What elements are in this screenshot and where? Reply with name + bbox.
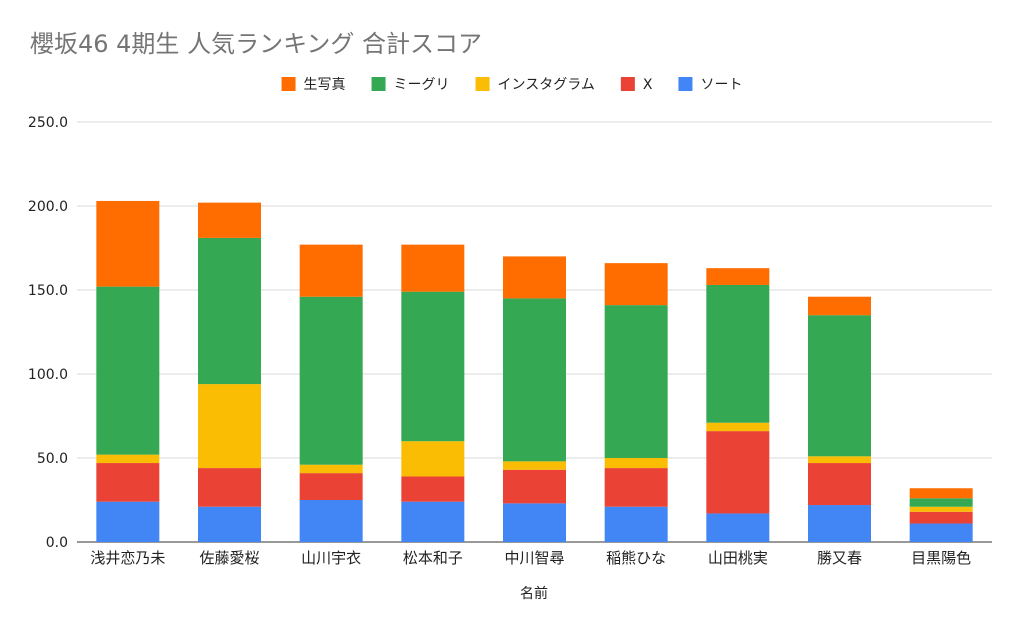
y-tick-label: 150.0 <box>28 283 68 299</box>
bar-segment <box>604 506 668 542</box>
bar-segment <box>706 422 770 432</box>
bar-stack <box>604 263 668 542</box>
bar-segment <box>198 506 261 542</box>
legend-label: X <box>643 77 653 93</box>
legend-swatch <box>371 77 386 91</box>
bar-segment <box>299 500 363 542</box>
bar-segment <box>706 513 770 542</box>
bar-segment <box>503 298 566 462</box>
bar-segment <box>909 511 973 524</box>
bar-segment <box>401 441 465 477</box>
bar-stack <box>198 202 261 542</box>
y-tick-label: 100.0 <box>28 367 68 383</box>
bar-segment <box>503 503 566 542</box>
legend-label: インスタグラム <box>498 77 595 93</box>
legend-item: インスタグラム <box>475 77 595 93</box>
bar-segment <box>198 468 261 507</box>
x-axis-labels: 浅井恋乃未 佐藤愛桜 山川宇衣 松本和子 中川智尋 稲熊ひな 山田桃実 勝又春 目黒陽色 <box>90 549 971 567</box>
legend-item: 生写真 <box>281 77 346 93</box>
bar-stack <box>299 244 363 542</box>
legend-swatch <box>475 77 490 91</box>
bar-segment <box>401 476 465 502</box>
bar-segment <box>808 456 871 464</box>
bar-segment <box>808 315 871 457</box>
bar-stack <box>96 200 160 542</box>
bar-segment <box>299 464 363 474</box>
bar-stack <box>706 268 770 542</box>
bar-segment <box>299 296 363 465</box>
bar-segment <box>909 498 973 507</box>
x-tick-label: 稲熊ひな <box>606 549 666 567</box>
chart-title: 櫻坂46 4期生 人気ランキング 合計スコア <box>30 30 482 58</box>
legend-item: X <box>620 77 653 93</box>
legend-swatch <box>620 77 635 91</box>
legend-label: ミーグリ <box>394 77 450 93</box>
bar-segment <box>604 263 668 306</box>
bar-segment <box>198 237 261 385</box>
bar-segment <box>96 286 160 455</box>
bar-segment <box>909 523 973 542</box>
bars <box>96 200 973 542</box>
x-tick-label: 佐藤愛桜 <box>199 549 259 567</box>
x-tick-label: 山田桃実 <box>708 549 768 567</box>
x-tick-label: 浅井恋乃未 <box>90 549 165 567</box>
legend-item: ミーグリ <box>371 77 450 93</box>
x-axis-title: 名前 <box>520 585 548 602</box>
legend-label: 生写真 <box>304 77 346 93</box>
y-axis-ticks: 0.0 50.0 100.0 150.0 200.0 250.0 <box>28 115 68 551</box>
bar-stack <box>503 256 566 542</box>
bar-segment <box>604 468 668 507</box>
bar-segment <box>808 463 871 506</box>
bar-segment <box>503 469 566 504</box>
legend-item: ソート <box>678 77 742 93</box>
legend-swatch <box>678 77 693 91</box>
bar-segment <box>503 461 566 470</box>
x-tick-label: 勝又春 <box>817 549 862 567</box>
bar-segment <box>401 501 465 542</box>
bar-segment <box>909 488 973 499</box>
y-tick-label: 250.0 <box>28 115 68 131</box>
bar-segment <box>96 501 160 542</box>
legend-swatch <box>281 77 296 91</box>
bar-segment <box>604 305 668 458</box>
bar-segment <box>96 454 160 464</box>
x-tick-label: 松本和子 <box>403 549 463 567</box>
y-tick-label: 200.0 <box>28 199 68 215</box>
y-tick-label: 0.0 <box>46 535 68 551</box>
bar-stack <box>909 488 973 542</box>
bar-segment <box>401 291 465 442</box>
y-tick-label: 50.0 <box>37 451 68 467</box>
bar-segment <box>401 244 465 292</box>
bar-segment <box>503 256 566 299</box>
bar-segment <box>299 473 363 500</box>
bar-segment <box>198 384 261 469</box>
x-tick-label: 目黒陽色 <box>911 549 971 567</box>
bar-segment <box>808 296 871 316</box>
bar-segment <box>706 268 770 285</box>
bar-stack <box>808 296 871 542</box>
legend-label: ソート <box>700 77 742 93</box>
x-tick-label: 中川智尋 <box>504 549 564 567</box>
bar-segment <box>909 506 973 512</box>
bar-segment <box>706 284 770 423</box>
bar-segment <box>299 244 363 297</box>
x-tick-label: 山川宇衣 <box>301 549 361 567</box>
bar-segment <box>706 431 770 514</box>
bar-segment <box>604 458 668 469</box>
bar-segment <box>198 202 261 238</box>
bar-stack <box>401 244 465 542</box>
bar-segment <box>808 505 871 542</box>
legend: 生写真 ミーグリ インスタグラム X ソート <box>281 77 742 93</box>
bar-segment <box>96 463 160 502</box>
bar-segment <box>96 200 160 287</box>
